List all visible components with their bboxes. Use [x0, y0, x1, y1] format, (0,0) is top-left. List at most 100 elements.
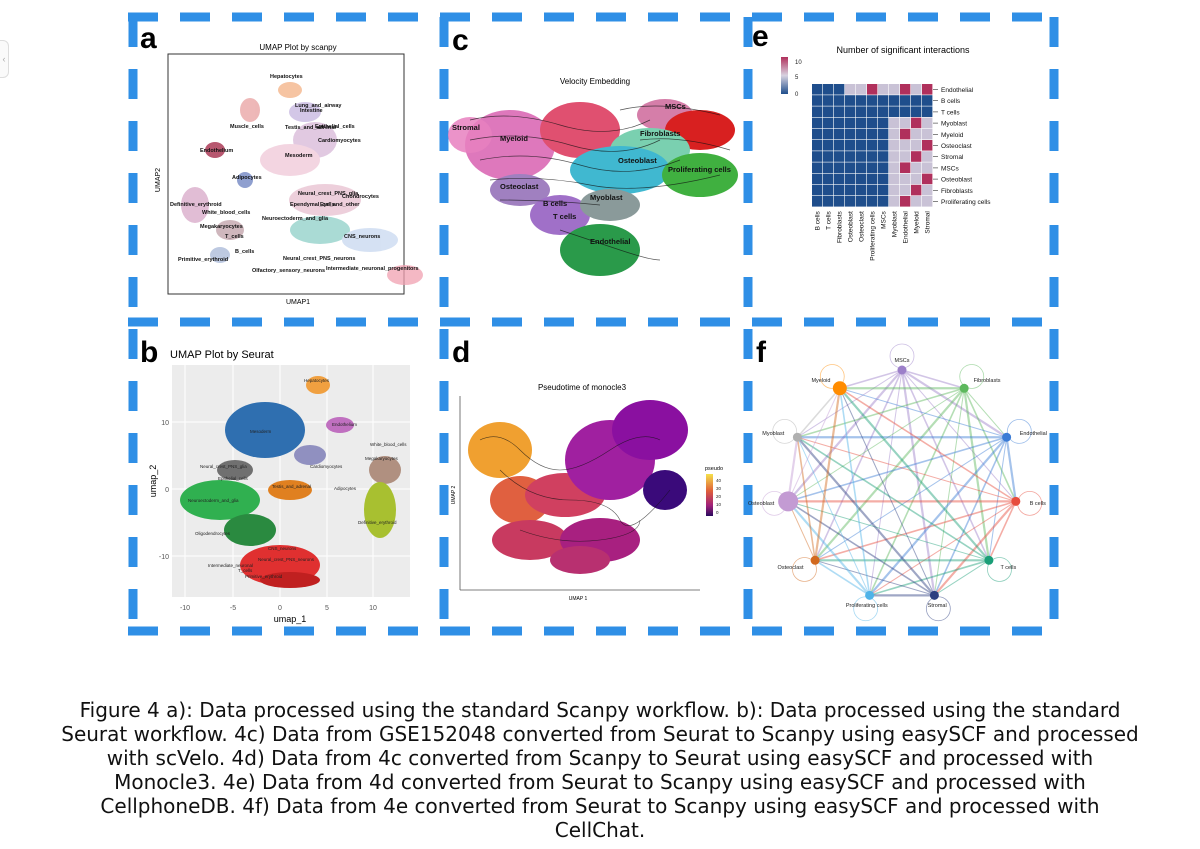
- heatmap-col-label: T cells: [826, 210, 833, 229]
- network-node: [1011, 496, 1021, 506]
- heatmap-cell: [878, 128, 889, 140]
- panel-e: e Number of significant interactions 10 …: [752, 20, 991, 261]
- svg-text:B_cells: B_cells: [235, 249, 254, 255]
- heatmap-cell: [834, 106, 845, 117]
- heatmap-cell: [823, 162, 834, 173]
- heatmap-cell: [812, 196, 823, 207]
- svg-text:0: 0: [795, 92, 799, 98]
- network-node-label: Fibroblasts: [974, 378, 1001, 384]
- panel-c-labels: Stromal Myeloid MSCs Fibroblasts Osteobl…: [452, 102, 731, 246]
- heatmap-cell: [900, 140, 911, 151]
- sidebar-collapse-tab[interactable]: ‹: [0, 40, 9, 78]
- panel-a-labels: Hepatocytes Lung_and_airway Intestine Mu…: [170, 74, 419, 274]
- svg-text:0: 0: [165, 487, 169, 494]
- svg-text:Proliferating cells: Proliferating cells: [668, 165, 731, 174]
- svg-text:MSCs: MSCs: [665, 102, 686, 111]
- network-edge: [900, 369, 936, 596]
- network-edge: [787, 500, 871, 597]
- heatmap-cell: [878, 117, 889, 129]
- network-edge: [796, 387, 841, 438]
- panel-c-clusters: [448, 99, 738, 276]
- heatmap-cell: [878, 140, 889, 151]
- heatmap-row-label: B cells: [941, 98, 961, 105]
- network-node-label: Stromal: [928, 603, 947, 609]
- heatmap-cell: [856, 117, 867, 129]
- heatmap-cell: [823, 140, 834, 151]
- panel-c-streamlines: [469, 105, 731, 261]
- heatmap-cell: [856, 95, 867, 106]
- svg-text:Endothelium: Endothelium: [332, 422, 357, 427]
- svg-text:Mesoderm: Mesoderm: [250, 429, 272, 434]
- svg-text:Megakaryocytes: Megakaryocytes: [365, 456, 399, 461]
- network-edge: [839, 387, 1007, 438]
- network-node-label: T cells: [1000, 565, 1016, 571]
- network-self-loop: [959, 364, 985, 389]
- heatmap-cell: [889, 84, 900, 95]
- panel-c-title: Velocity Embedding: [560, 77, 630, 86]
- network-edge: [814, 387, 966, 562]
- heatmap-row-label: MSCs: [941, 165, 959, 172]
- heatmap-cell: [845, 95, 856, 106]
- network-edge: [787, 437, 799, 502]
- panel-b-yticks: 10 0 -10: [159, 420, 169, 561]
- heatmap-cell: [900, 128, 911, 140]
- figure-4: a UMAP Plot by scanpy UMAP1 UMAP2 Hepato…: [128, 12, 1059, 636]
- network-edge: [797, 387, 965, 438]
- svg-text:Endothelium: Endothelium: [200, 148, 233, 154]
- svg-text:Osteoblast: Osteoblast: [618, 156, 657, 165]
- network-edge: [839, 388, 871, 596]
- panel-f-nodes: MSCs Fibroblasts Endothelial B cells T cells…: [748, 358, 1047, 609]
- network-self-loop: [819, 364, 845, 389]
- caption-line: CellChat.: [554, 818, 646, 842]
- panel-a-ylabel: UMAP2: [155, 168, 162, 192]
- heatmap-cell: [845, 140, 856, 151]
- heatmap-cell: [867, 95, 878, 106]
- heatmap-col-label: B cells: [815, 210, 822, 230]
- heatmap-cell: [911, 196, 922, 207]
- heatmap-cell: [823, 95, 834, 106]
- panel-letter-b: b: [140, 336, 158, 369]
- heatmap-cell: [889, 117, 900, 129]
- heatmap-cell: [889, 128, 900, 140]
- heatmap-cell: [911, 117, 922, 129]
- svg-text:Oligodendrocytes: Oligodendrocytes: [195, 531, 231, 536]
- heatmap-row-label: Osteoblast: [941, 177, 972, 184]
- panel-c: c Velocity Embedding Stro: [448, 24, 738, 276]
- panel-b-xticks: -10 -5 0 5 10: [180, 605, 377, 612]
- heatmap-cell: [812, 140, 823, 151]
- heatmap-col-label: Osteoclast: [859, 211, 866, 242]
- heatmap-cell: [856, 196, 867, 207]
- network-node-label: Osteoblast: [748, 501, 775, 507]
- svg-text:10: 10: [369, 605, 377, 612]
- network-node: [984, 555, 994, 565]
- heatmap-cell: [878, 184, 889, 196]
- heatmap-row-label: Osteoclast: [941, 143, 972, 150]
- network-node-label: Myoblast: [762, 431, 784, 437]
- panel-a-axes: [167, 53, 405, 295]
- heatmap-cell: [856, 106, 867, 117]
- heatmap-cell: [878, 106, 889, 117]
- network-node: [778, 491, 799, 512]
- heatmap-cell: [856, 151, 867, 162]
- heatmap-col-label: Proliferating cells: [870, 210, 877, 260]
- network-edge: [814, 500, 1017, 562]
- svg-text:Lung_and_airway: Lung_and_airway: [295, 103, 342, 109]
- heatmap-cell: [900, 151, 911, 162]
- heatmap-cell: [900, 173, 911, 185]
- network-self-loop: [1006, 419, 1032, 444]
- panel-a-clusters: [181, 82, 423, 285]
- heatmap-cell: [911, 173, 922, 185]
- svg-text:0: 0: [716, 510, 719, 515]
- heatmap-cell: [922, 95, 933, 106]
- svg-text:Chondrocytes: Chondrocytes: [342, 194, 379, 200]
- heatmap-cell: [900, 162, 911, 173]
- svg-text:Primitive_erythroid: Primitive_erythroid: [245, 574, 283, 579]
- network-edge: [796, 436, 936, 597]
- svg-text:Intestine: Intestine: [300, 108, 323, 114]
- heatmap-cell: [812, 106, 823, 117]
- svg-text:0: 0: [278, 605, 282, 612]
- heatmap-cell: [922, 196, 933, 207]
- svg-text:T_cells: T_cells: [238, 568, 253, 573]
- panel-d-xlabel: UMAP 1: [569, 596, 588, 602]
- network-edge: [988, 501, 1017, 561]
